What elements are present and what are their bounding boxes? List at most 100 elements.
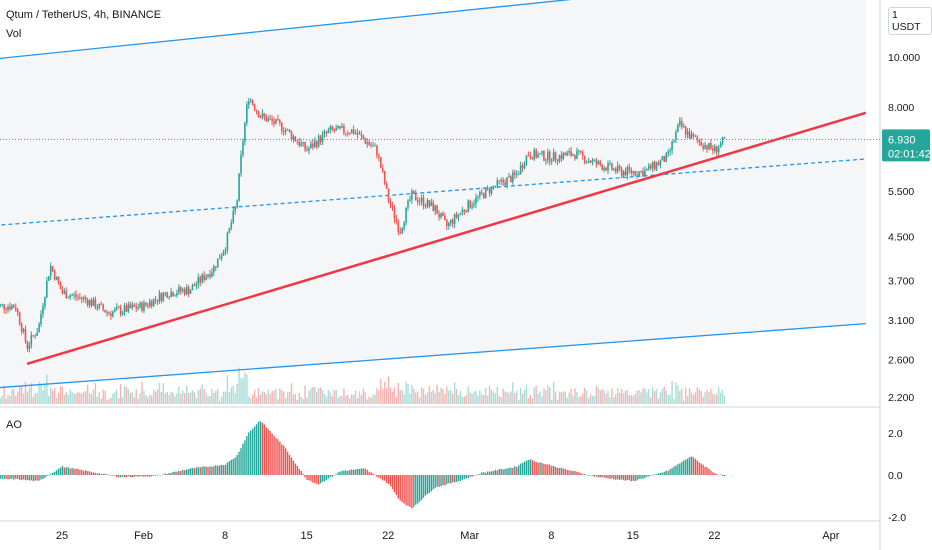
symbol-legend[interactable]: Qtum / TetherUS, 4h, BINANCE <box>6 9 162 21</box>
candle-body <box>102 304 104 310</box>
candle-body <box>240 154 242 174</box>
candle-body <box>708 142 710 150</box>
volume-bar <box>508 392 510 404</box>
candle-body <box>609 163 611 165</box>
volume-bar <box>38 381 40 404</box>
ao-bar <box>366 469 368 475</box>
candle-body <box>174 295 176 297</box>
candle-body <box>401 228 403 234</box>
candle-body <box>605 167 607 171</box>
ao-bar <box>516 466 518 475</box>
ao-bar <box>547 464 549 475</box>
candle-body <box>634 171 636 176</box>
volume-bar <box>434 393 436 404</box>
ao-bar <box>48 475 50 476</box>
volume-bar <box>131 392 133 404</box>
volume-bar <box>566 397 568 404</box>
volume-bar <box>446 386 448 404</box>
candle-body <box>574 154 576 159</box>
ao-bar <box>327 475 330 479</box>
candle-body <box>139 302 141 308</box>
candle-body <box>166 292 169 298</box>
ao-bar <box>253 426 256 475</box>
candle-body <box>222 251 225 256</box>
ao-bar <box>418 475 421 502</box>
currency-selector[interactable]: 1 USDT <box>888 7 932 35</box>
candle-body <box>310 143 312 149</box>
ao-bar <box>698 462 700 475</box>
price-tick-label: 3.700 <box>888 275 914 287</box>
ao-bar <box>593 475 596 477</box>
candle-body <box>185 287 188 295</box>
ao-bar <box>127 475 130 477</box>
ao-bar <box>401 475 403 503</box>
volume-bar <box>436 384 438 404</box>
ao-bar <box>659 472 662 475</box>
volume-bar <box>620 389 623 404</box>
ao-bar <box>484 472 487 475</box>
candle-body <box>209 274 211 277</box>
volume-legend[interactable]: Vol <box>6 28 22 40</box>
candle-body <box>558 155 561 162</box>
candle-body <box>296 141 299 143</box>
candle-body <box>150 301 153 307</box>
volume-bar <box>273 390 275 404</box>
volume-bar <box>543 388 545 404</box>
volume-bar <box>702 396 704 404</box>
volume-bar <box>114 391 116 404</box>
ao-bar <box>549 464 551 475</box>
candle-body <box>467 200 469 213</box>
volume-bar <box>98 391 100 404</box>
volume-bar <box>263 392 266 404</box>
candle-body <box>381 167 384 172</box>
volume-bar <box>578 396 580 404</box>
candle-body <box>354 132 357 134</box>
ao-bar <box>683 460 685 475</box>
candle-body <box>655 162 658 169</box>
ao-legend[interactable]: AO <box>6 419 22 431</box>
trendline <box>26 111 867 366</box>
ao-bar <box>36 475 38 481</box>
ao-bar <box>585 475 588 476</box>
volume-bar <box>290 383 293 404</box>
candle-body <box>692 134 695 136</box>
ao-bar <box>354 469 357 475</box>
volume-bar <box>176 393 178 404</box>
candle-body <box>399 231 402 234</box>
volume-bar <box>611 388 613 404</box>
candle-body <box>345 132 347 134</box>
candle-body <box>679 120 681 125</box>
price-tick-label: 10.000 <box>888 52 920 64</box>
ao-bar <box>424 475 427 496</box>
candle-body <box>350 129 353 134</box>
ao-bar <box>92 472 95 475</box>
volume-bar <box>193 391 196 404</box>
candle-body <box>677 124 679 132</box>
candle-body <box>18 312 21 324</box>
candle-body <box>446 219 448 227</box>
candle-body <box>479 191 481 197</box>
candle-body <box>712 148 714 151</box>
volume-bar <box>479 390 481 404</box>
candle-body <box>71 295 73 297</box>
candle-body <box>667 151 669 154</box>
volume-bar <box>108 399 110 404</box>
ao-bar <box>44 475 46 478</box>
volume-bar <box>141 381 143 404</box>
volume-bar <box>564 391 566 404</box>
volume-bar <box>135 389 137 404</box>
ao-bar <box>312 475 314 483</box>
candle-body <box>341 126 343 128</box>
ao-bar <box>129 475 132 478</box>
volume-bar <box>644 388 646 404</box>
ao-bar <box>632 475 634 481</box>
ao-bar <box>9 475 11 480</box>
candle-body <box>292 136 295 140</box>
volume-bar <box>187 392 190 404</box>
ao-bar <box>562 468 565 475</box>
candle-body <box>502 180 504 183</box>
candle-body <box>385 184 388 189</box>
ao-bar <box>364 468 366 475</box>
price-badge-countdown: 02:01:42 <box>888 148 931 160</box>
